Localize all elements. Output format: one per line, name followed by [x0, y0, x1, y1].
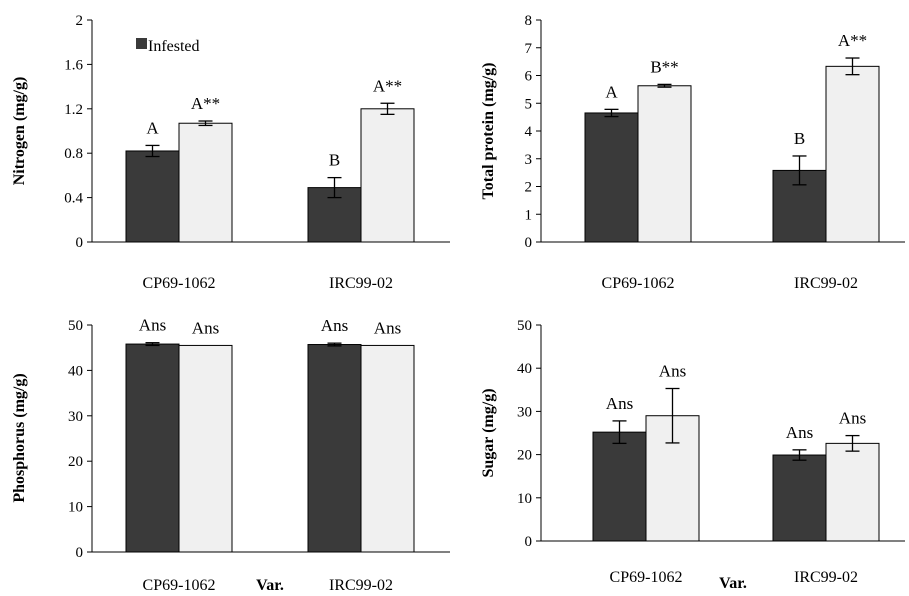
bar-infested: [307, 344, 362, 553]
x-axis-title: Var.: [719, 575, 747, 592]
y-axis-title: Nitrogen (mg/g): [11, 77, 28, 186]
significance-label: Ans: [374, 318, 401, 337]
y-tick-label: 50: [68, 318, 83, 334]
significance-label: B: [329, 151, 340, 170]
bar-infested: [125, 343, 180, 553]
y-tick-label: 2: [76, 13, 84, 29]
category-label: CP69-1062: [610, 569, 683, 586]
y-axis-title: Sugar (mg/g): [480, 388, 497, 477]
sugar-chart: 0 10 20 30 40 50 Sugar (mg/g) Ans Ans CP69-1062 An…: [480, 318, 905, 592]
significance-label: A**: [373, 76, 402, 95]
significance-label: Ans: [659, 362, 686, 381]
bar-healthy: [178, 122, 233, 243]
y-tick-label: 50: [517, 318, 532, 334]
category-label: IRC99-02: [794, 569, 858, 586]
bar-infested: [772, 454, 827, 542]
category-label: IRC99-02: [329, 577, 393, 594]
bar-healthy: [360, 108, 415, 243]
y-tick-label: 0: [76, 545, 84, 561]
y-tick-label: 4: [525, 124, 533, 140]
y-tick-label: 0: [76, 235, 84, 251]
y-axis-title: Phosphorus (mg/g): [11, 373, 28, 502]
legend-swatch-infested: [136, 38, 147, 49]
y-tick-label: 1.2: [64, 102, 83, 118]
y-tick-label: 6: [525, 69, 533, 85]
bar-healthy: [360, 344, 415, 553]
significance-label: A: [605, 82, 618, 101]
significance-label: A**: [838, 31, 867, 50]
significance-label: A: [146, 118, 159, 137]
category-label: IRC99-02: [794, 275, 858, 292]
bar-infested: [584, 112, 639, 243]
bar-healthy: [825, 442, 880, 542]
y-tick-label: 3: [525, 152, 533, 168]
significance-label: Ans: [321, 316, 348, 335]
y-axis-title: Total protein (mg/g): [480, 63, 497, 200]
category-label: CP69-1062: [143, 275, 216, 292]
y-tick-label: 40: [68, 363, 83, 379]
y-tick-label: 0: [525, 235, 533, 251]
y-tick-label: 5: [525, 96, 533, 112]
bar-infested: [592, 431, 647, 542]
legend-label-infested: Infested: [148, 38, 200, 55]
y-tick-label: 20: [517, 448, 532, 464]
y-tick-label: 7: [525, 41, 533, 57]
y-tick-label: 0.8: [64, 146, 83, 162]
y-tick-label: 1: [525, 207, 533, 223]
y-tick-label: 30: [517, 404, 532, 420]
significance-label: Ans: [192, 318, 219, 337]
category-label: CP69-1062: [143, 577, 216, 594]
significance-label: B: [794, 129, 805, 148]
significance-label: Ans: [839, 409, 866, 428]
y-tick-label: 8: [525, 13, 533, 29]
significance-label: A**: [191, 94, 220, 113]
y-tick-label: 30: [68, 409, 83, 425]
x-axis-title: Var.: [256, 577, 284, 594]
y-tick-label: 40: [517, 361, 532, 377]
phosphorus-chart: 0 10 20 30 40 50 Phosphorus (mg/g) Ans Ans CP69-1…: [11, 316, 450, 594]
y-tick-label: 0.4: [64, 191, 83, 207]
legend: Infested: [136, 38, 200, 55]
category-label: IRC99-02: [329, 275, 393, 292]
bar-infested: [125, 150, 180, 243]
total-protein-chart: 0 1 2 3 4 5 6 7 8 Total protein (mg/g) A B** CP69-10…: [480, 13, 905, 292]
bar-healthy: [178, 344, 233, 553]
y-tick-label: 10: [68, 500, 83, 516]
significance-label: Ans: [786, 423, 813, 442]
significance-label: Ans: [606, 394, 633, 413]
bar-healthy: [637, 85, 692, 243]
y-tick-label: 1.6: [64, 57, 83, 73]
y-tick-label: 20: [68, 454, 83, 470]
significance-label: Ans: [139, 316, 166, 335]
y-tick-label: 2: [525, 180, 533, 196]
significance-label: B**: [650, 57, 678, 76]
bar-healthy: [825, 65, 880, 243]
category-label: CP69-1062: [602, 275, 675, 292]
y-tick-label: 0: [525, 534, 533, 550]
nitrogen-chart: 0 0.4 0.8 1.2 1.6 2 Nitrogen (mg/g) A A** CP69-10…: [11, 13, 450, 292]
y-tick-label: 10: [517, 491, 532, 507]
